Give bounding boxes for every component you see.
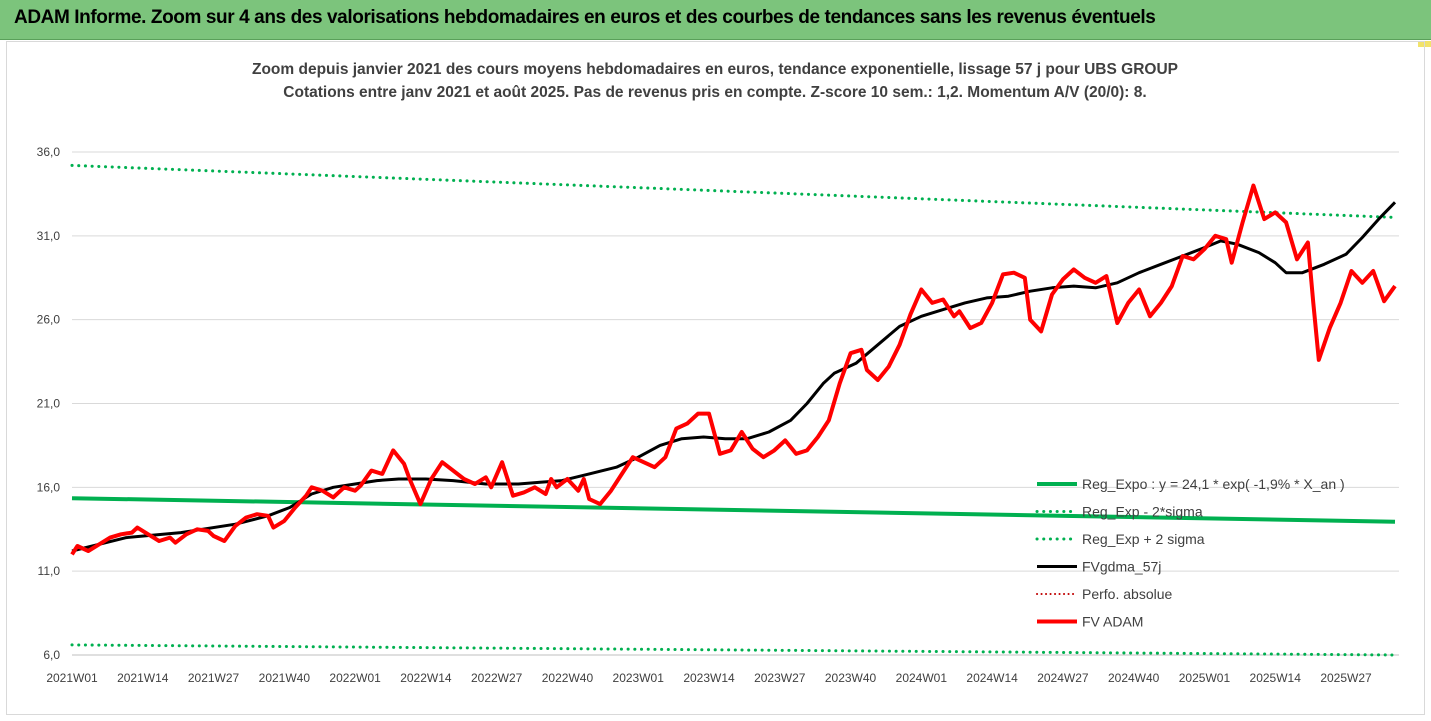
- x-tick-label: 2025W27: [1320, 671, 1372, 685]
- x-tick-label: 2021W14: [117, 671, 169, 685]
- x-tick-label: 2024W40: [1108, 671, 1160, 685]
- chart-title: Zoom depuis janvier 2021 des cours moyen…: [252, 61, 1178, 78]
- series-line-1: [70, 643, 1397, 657]
- chart-subtitle: Cotations entre janv 2021 et août 2025. …: [283, 84, 1146, 101]
- x-tick-label: 2023W27: [754, 671, 806, 685]
- grid-lines: [72, 151, 1399, 656]
- x-tick-label: 2023W40: [825, 671, 877, 685]
- x-tick-label: 2022W40: [542, 671, 594, 685]
- x-tick-label: 2025W14: [1250, 671, 1302, 685]
- y-axis-tick-labels: 6,0 11,0 16,0 21,0 26,0 31,0 36,0: [37, 145, 61, 662]
- chart-legend: Reg_Expo : y = 24,1 * exp( -1,9% * X_an …: [1035, 476, 1345, 630]
- legend-label-0: Reg_Expo : y = 24,1 * exp( -1,9% * X_an …: [1082, 476, 1345, 492]
- x-tick-label: 2023W14: [683, 671, 735, 685]
- legend-label-2: Reg_Exp + 2 sigma: [1082, 531, 1205, 547]
- series-line-0: [71, 496, 1396, 524]
- legend-label-4: Perfo. absolue: [1082, 586, 1172, 602]
- chart-area: Zoom depuis janvier 2021 des cours moyen…: [6, 41, 1425, 715]
- x-tick-label: 2021W40: [259, 671, 311, 685]
- x-tick-label: 2023W01: [613, 671, 665, 685]
- report-banner-title: ADAM Informe. Zoom sur 4 ans des valoris…: [14, 7, 1156, 28]
- x-tick-label: 2021W01: [46, 671, 98, 685]
- x-tick-label: 2024W14: [966, 671, 1018, 685]
- x-tick-label: 2022W14: [400, 671, 452, 685]
- line-chart: Zoom depuis janvier 2021 des cours moyen…: [37, 61, 1399, 685]
- x-tick-label: 2024W27: [1037, 671, 1089, 685]
- legend-label-1: Reg_Exp - 2*sigma: [1082, 504, 1203, 520]
- y-tick-label: 31,0: [37, 229, 61, 243]
- y-tick-label: 26,0: [37, 313, 61, 327]
- series-lines: [70, 163, 1397, 657]
- y-tick-label: 11,0: [38, 564, 61, 578]
- y-tick-label: 36,0: [37, 145, 61, 159]
- x-axis-tick-labels: 2021W01 2021W14 2021W27 2021W40 2022W01 2022W…: [46, 671, 1372, 685]
- report-banner: ADAM Informe. Zoom sur 4 ans des valoris…: [0, 0, 1431, 40]
- legend-label-3: FVgdma_57j: [1082, 559, 1161, 575]
- y-tick-label: 16,0: [37, 480, 61, 494]
- legend-label-5: FV ADAM: [1082, 614, 1143, 630]
- x-tick-label: 2025W01: [1179, 671, 1231, 685]
- x-tick-label: 2024W01: [896, 671, 948, 685]
- x-tick-label: 2021W27: [188, 671, 240, 685]
- x-tick-label: 2022W01: [329, 671, 381, 685]
- series-line-5: [70, 183, 1397, 556]
- y-tick-label: 6,0: [43, 648, 60, 662]
- y-tick-label: 21,0: [37, 397, 61, 411]
- series-line-2: [70, 163, 1397, 219]
- x-tick-label: 2022W27: [471, 671, 523, 685]
